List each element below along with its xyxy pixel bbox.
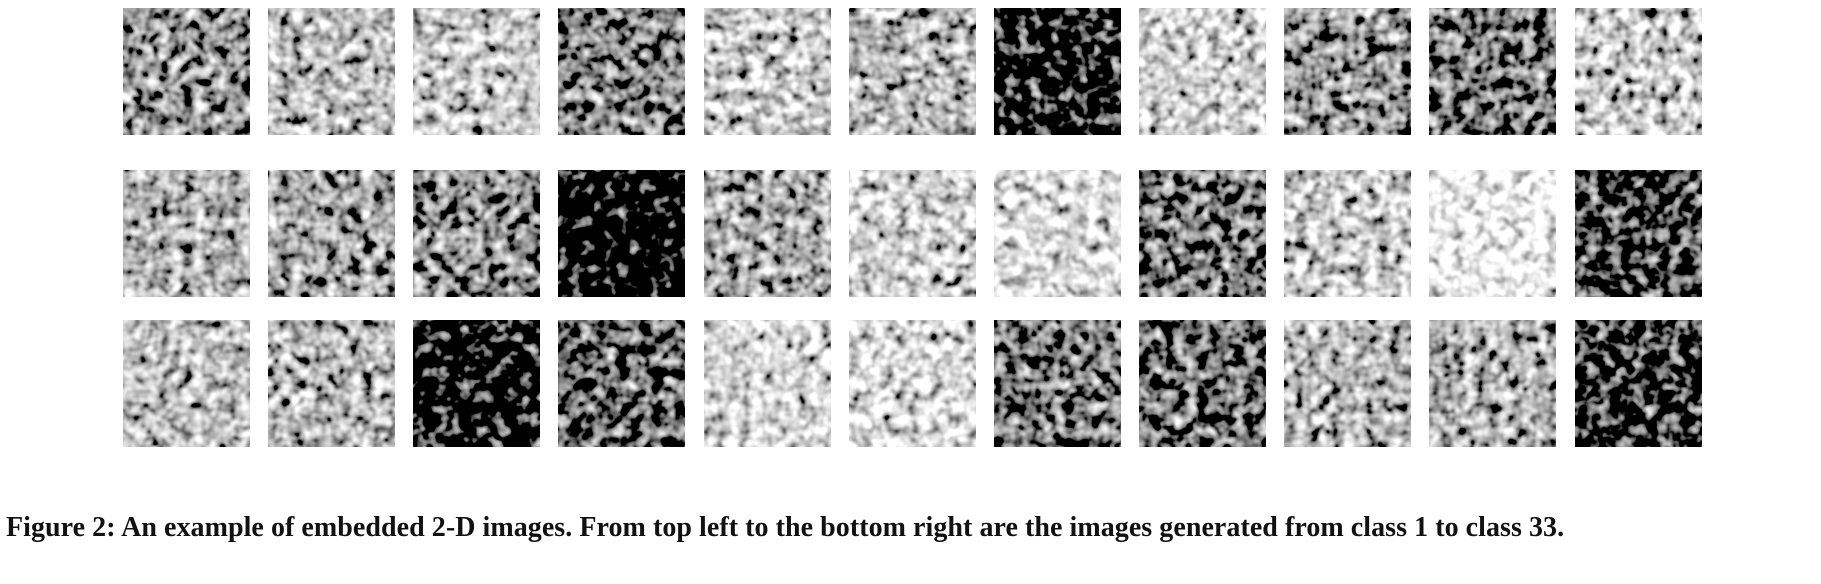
class-15-image	[558, 170, 685, 297]
class-7-image	[994, 8, 1121, 135]
noise-texture	[1284, 320, 1411, 447]
class-8-image	[1139, 8, 1266, 135]
class-28-image	[849, 320, 976, 447]
noise-texture	[704, 320, 831, 447]
noise-texture	[704, 8, 831, 135]
class-20-image	[1284, 170, 1411, 297]
noise-texture	[1429, 8, 1556, 135]
class-26-image	[558, 320, 685, 447]
noise-texture	[849, 8, 976, 135]
noise-texture	[1429, 320, 1556, 447]
noise-texture	[1575, 8, 1702, 135]
embedded-image-grid	[123, 8, 1702, 447]
noise-texture	[268, 320, 395, 447]
class-11-image	[1575, 8, 1702, 135]
noise-texture	[558, 320, 685, 447]
noise-texture	[1139, 170, 1266, 297]
class-22-image	[1575, 170, 1702, 297]
noise-texture	[1284, 170, 1411, 297]
noise-texture	[123, 320, 250, 447]
class-2-image	[268, 8, 395, 135]
class-4-image	[558, 8, 685, 135]
noise-texture	[558, 8, 685, 135]
class-24-image	[268, 320, 395, 447]
class-32-image	[1429, 320, 1556, 447]
class-1-image	[123, 8, 250, 135]
noise-texture	[413, 8, 540, 135]
noise-texture	[123, 8, 250, 135]
noise-texture	[413, 170, 540, 297]
class-10-image	[1429, 8, 1556, 135]
noise-texture	[268, 170, 395, 297]
class-17-image	[849, 170, 976, 297]
class-3-image	[413, 8, 540, 135]
class-21-image	[1429, 170, 1556, 297]
class-27-image	[704, 320, 831, 447]
noise-texture	[1139, 8, 1266, 135]
class-12-image	[123, 170, 250, 297]
noise-texture	[1575, 320, 1702, 447]
class-33-image	[1575, 320, 1702, 447]
noise-texture	[994, 320, 1121, 447]
class-30-image	[1139, 320, 1266, 447]
class-9-image	[1284, 8, 1411, 135]
class-19-image	[1139, 170, 1266, 297]
class-18-image	[994, 170, 1121, 297]
class-23-image	[123, 320, 250, 447]
noise-texture	[994, 8, 1121, 135]
noise-texture	[849, 320, 976, 447]
noise-texture	[123, 170, 250, 297]
noise-texture	[1139, 320, 1266, 447]
class-16-image	[704, 170, 831, 297]
class-29-image	[994, 320, 1121, 447]
noise-texture	[849, 170, 976, 297]
noise-texture	[994, 170, 1121, 297]
class-6-image	[849, 8, 976, 135]
class-14-image	[413, 170, 540, 297]
noise-texture	[1575, 170, 1702, 297]
noise-texture	[1284, 8, 1411, 135]
class-31-image	[1284, 320, 1411, 447]
figure-caption: Figure 2: An example of embedded 2-D ima…	[6, 512, 1565, 543]
class-13-image	[268, 170, 395, 297]
class-5-image	[704, 8, 831, 135]
noise-texture	[704, 170, 831, 297]
class-25-image	[413, 320, 540, 447]
noise-texture	[1429, 170, 1556, 297]
noise-texture	[413, 320, 540, 447]
noise-texture	[268, 8, 395, 135]
noise-texture	[558, 170, 685, 297]
